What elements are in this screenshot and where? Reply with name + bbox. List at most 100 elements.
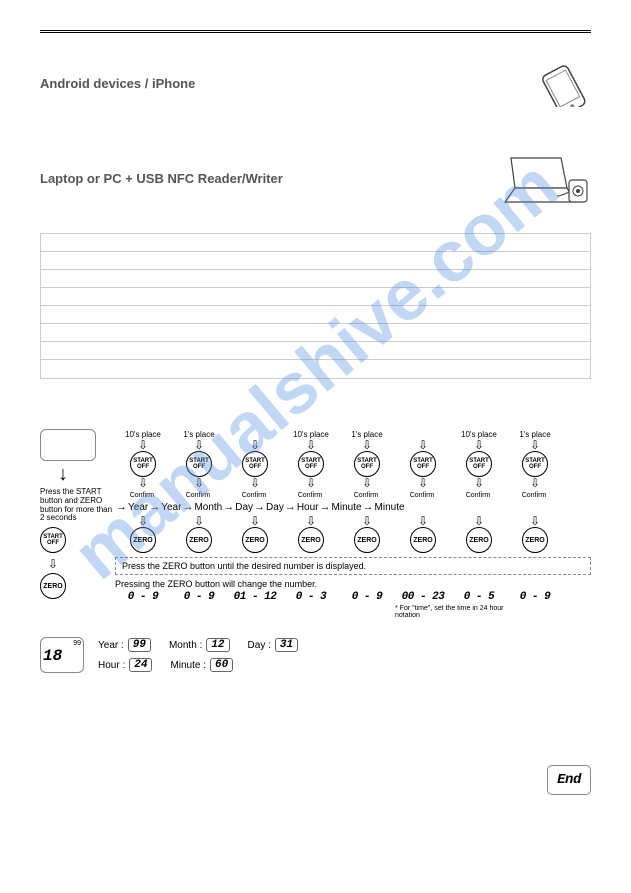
zero-button: ZERO bbox=[130, 527, 156, 553]
unit-label: Day bbox=[266, 502, 284, 513]
section-laptop: Laptop or PC + USB NFC Reader/Writer bbox=[40, 152, 591, 213]
unit-label: Minute bbox=[375, 502, 405, 513]
arrow-down-icon: ⇩ bbox=[507, 477, 563, 489]
start-off-button: START OFF bbox=[130, 451, 156, 477]
confirm-label: Confirm bbox=[130, 492, 157, 499]
zero-button: ZERO bbox=[354, 527, 380, 553]
arrow-down-icon: ⇩ bbox=[171, 439, 227, 451]
arrow-down-icon: ⇩ bbox=[171, 515, 227, 527]
start-off-button: START OFF bbox=[186, 451, 212, 477]
confirm-label: Confirm bbox=[186, 492, 213, 499]
arrow-down-icon: ⇩ bbox=[227, 477, 283, 489]
arrow-down-icon: ⇩ bbox=[171, 477, 227, 489]
arrow-down-icon: ⇩ bbox=[227, 439, 283, 451]
arrow-right-icon: → bbox=[285, 501, 296, 513]
zero-button: ZERO bbox=[242, 527, 268, 553]
confirm-label: Confirm bbox=[466, 492, 493, 499]
arrow-down-icon: ⇩ bbox=[227, 515, 283, 527]
hour-label: Hour : bbox=[98, 660, 125, 671]
range-label: 00 - 23 bbox=[402, 591, 445, 603]
minute-value: 60 bbox=[210, 658, 233, 672]
day-value: 31 bbox=[275, 638, 298, 652]
arrow-down-icon: ⇩ bbox=[451, 439, 507, 451]
zero-button: ZERO bbox=[522, 527, 548, 553]
year-label: Year : bbox=[98, 640, 124, 651]
start-off-button: START OFF bbox=[298, 451, 324, 477]
arrow-down-icon: ⇩ bbox=[395, 477, 451, 489]
unit-label: Year bbox=[161, 502, 181, 513]
minute-label: Minute : bbox=[170, 660, 206, 671]
start-off-button: START OFF bbox=[242, 451, 268, 477]
unit-label: Minute bbox=[332, 502, 362, 513]
empty-table bbox=[40, 233, 591, 379]
table-row bbox=[41, 252, 590, 270]
arrow-down-icon: ⇩ bbox=[339, 515, 395, 527]
start-off-button: START OFF bbox=[354, 451, 380, 477]
lcd-initial bbox=[40, 429, 96, 461]
arrow-down-icon: ⇩ bbox=[283, 515, 339, 527]
zero-button: ZERO bbox=[466, 527, 492, 553]
arrow-right-icon: → bbox=[149, 501, 160, 513]
phone-icon bbox=[531, 63, 591, 112]
range-label: 01 - 12 bbox=[234, 591, 277, 603]
range-label: 0 - 9 bbox=[520, 591, 551, 603]
zero-button: ZERO bbox=[298, 527, 324, 553]
arrow-down-icon: ⇩ bbox=[283, 439, 339, 451]
arrow-right-icon: → bbox=[182, 501, 193, 513]
zero-button: ZERO bbox=[410, 527, 436, 553]
table-row bbox=[41, 342, 590, 360]
range-label: 0 - 9 bbox=[184, 591, 215, 603]
confirm-label: Confirm bbox=[298, 492, 325, 499]
start-off-button: START OFF bbox=[410, 451, 436, 477]
month-label: Month : bbox=[169, 640, 202, 651]
confirm-label: Confirm bbox=[410, 492, 437, 499]
arrow-right-icon: → bbox=[320, 501, 331, 513]
footnote: * For "time", set the time in 24 hour no… bbox=[395, 605, 507, 619]
press-note: Pressing the ZERO button will change the… bbox=[115, 579, 591, 589]
start-off-button: START OFF bbox=[40, 527, 66, 553]
laptop-icon bbox=[501, 152, 591, 213]
arrow-down-icon: ⇩ bbox=[48, 557, 115, 571]
start-off-button: START OFF bbox=[466, 451, 492, 477]
arrow-down-icon: ⇩ bbox=[507, 439, 563, 451]
arrow-down-icon: ⇩ bbox=[115, 439, 171, 451]
confirm-label: Confirm bbox=[354, 492, 381, 499]
example-row: 99 18 Year : 99 Month : 12 Day : 31 Hour… bbox=[40, 637, 591, 673]
table-row bbox=[41, 270, 590, 288]
arrow-down-icon: ⇩ bbox=[451, 515, 507, 527]
arrow-down-icon: ⇩ bbox=[115, 477, 171, 489]
arrow-down-icon: ⇩ bbox=[339, 477, 395, 489]
zero-button: ZERO bbox=[186, 527, 212, 553]
start-off-button: START OFF bbox=[522, 451, 548, 477]
range-label: 0 - 9 bbox=[352, 591, 383, 603]
range-label: 0 - 9 bbox=[128, 591, 159, 603]
arrow-down-icon: ⇩ bbox=[283, 477, 339, 489]
arrow-right-icon: → bbox=[116, 501, 127, 513]
lcd-example: 99 18 bbox=[40, 637, 84, 673]
unit-label: Month bbox=[194, 502, 222, 513]
year-value: 99 bbox=[128, 638, 151, 652]
unit-label: Day bbox=[235, 502, 253, 513]
section-android: Android devices / iPhone bbox=[40, 63, 591, 112]
arrow-right-icon: → bbox=[254, 501, 265, 513]
table-row bbox=[41, 306, 590, 324]
range-label: 0 - 3 bbox=[296, 591, 327, 603]
confirm-label: Confirm bbox=[242, 492, 269, 499]
arrow-down-icon: ⇩ bbox=[115, 515, 171, 527]
heading-laptop: Laptop or PC + USB NFC Reader/Writer bbox=[40, 171, 283, 186]
arrow-down-icon: ⇩ bbox=[395, 439, 451, 451]
table-row bbox=[41, 288, 590, 306]
arrow-right-icon: → bbox=[223, 501, 234, 513]
arrow-down-icon: ⇩ bbox=[507, 515, 563, 527]
heading-android: Android devices / iPhone bbox=[40, 76, 195, 91]
arrow-down-icon: ⇩ bbox=[339, 439, 395, 451]
zero-box-note: Press the ZERO button until the desired … bbox=[115, 557, 591, 575]
table-row bbox=[41, 234, 590, 252]
day-label: Day : bbox=[248, 640, 271, 651]
table-row bbox=[41, 324, 590, 342]
zero-button: ZERO bbox=[40, 573, 66, 599]
range-label: 0 - 5 bbox=[464, 591, 495, 603]
table-row bbox=[41, 360, 590, 378]
month-value: 12 bbox=[206, 638, 229, 652]
hour-value: 24 bbox=[129, 658, 152, 672]
